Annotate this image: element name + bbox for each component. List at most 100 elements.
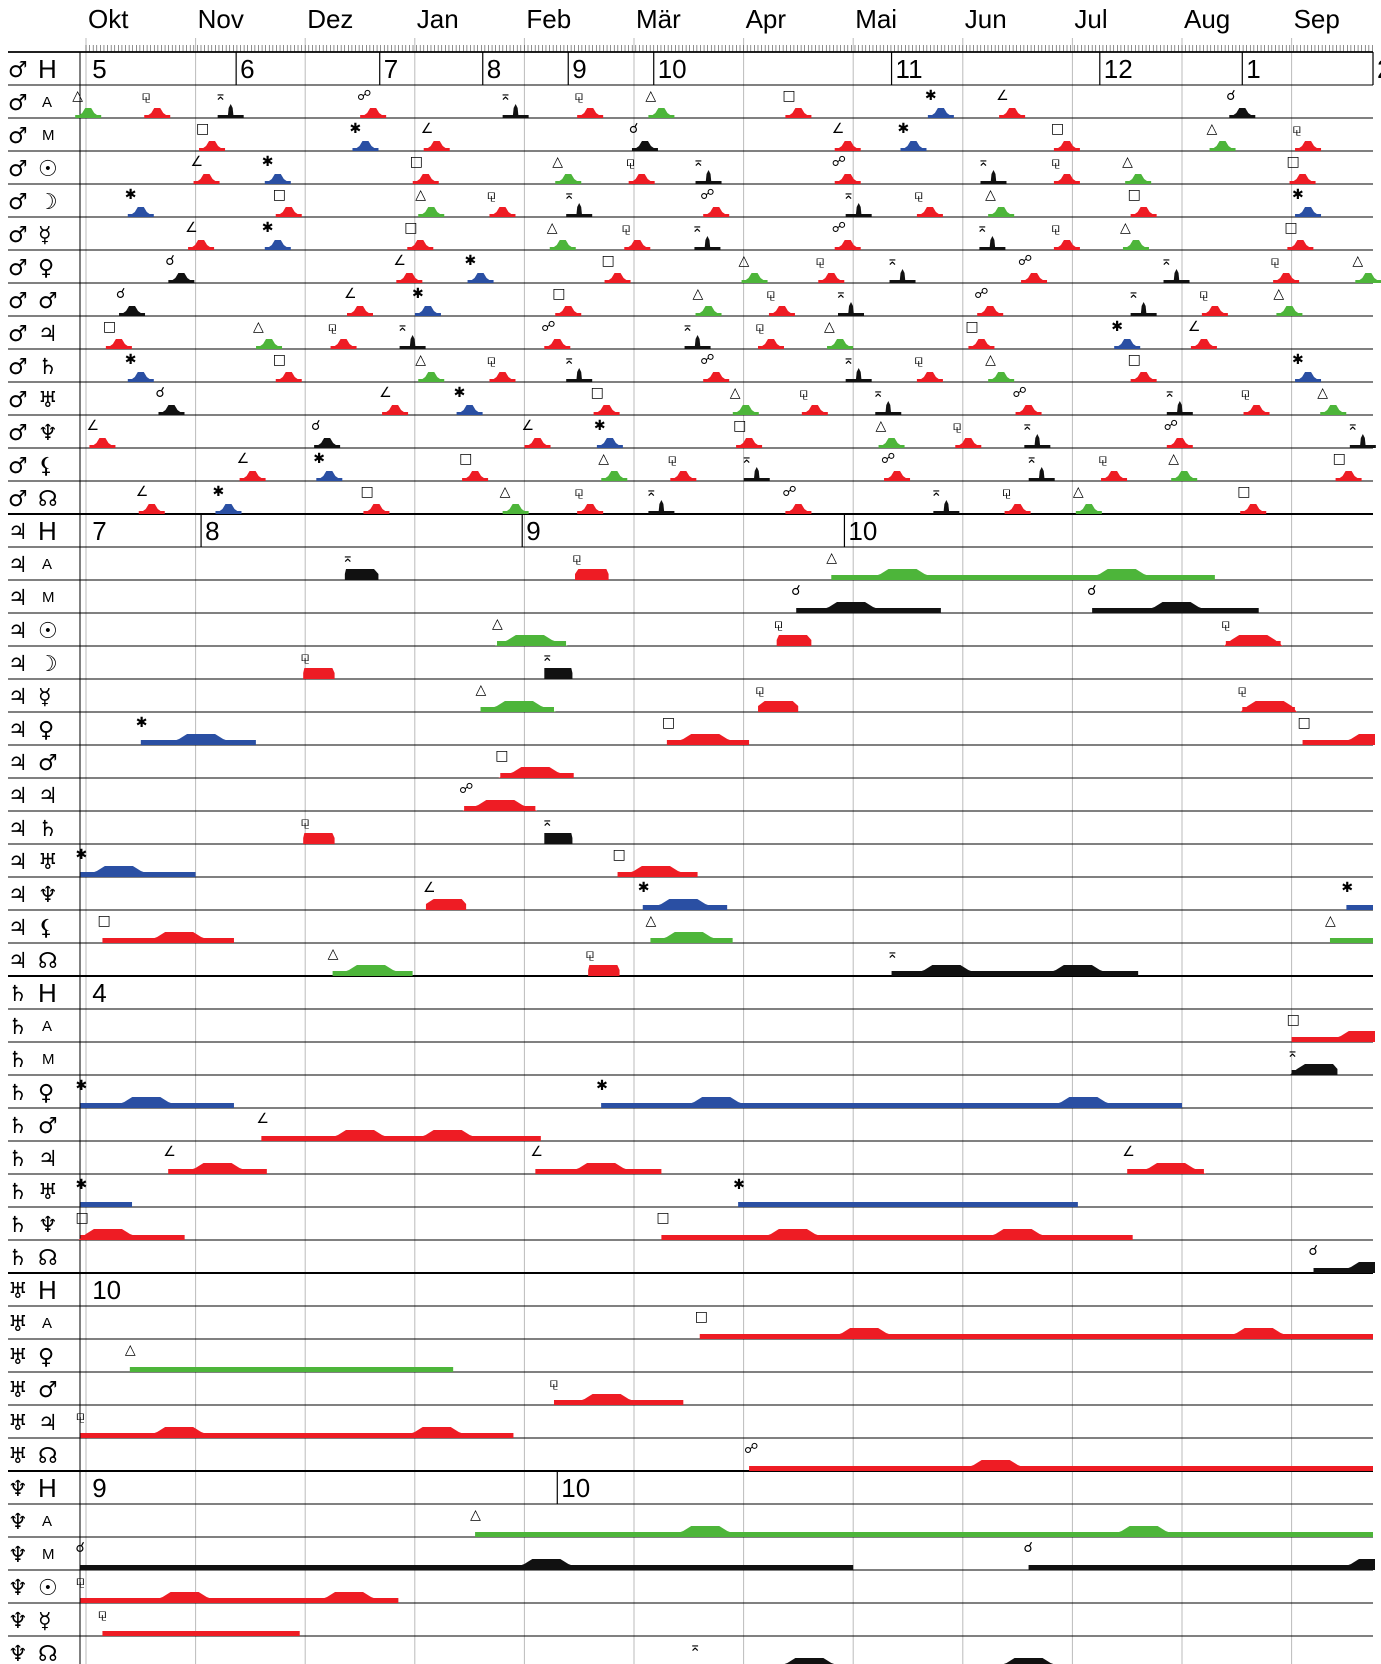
transit-bar: [838, 313, 865, 316]
transit-bar: [648, 511, 675, 514]
transit-peak: [322, 1130, 398, 1141]
transit-bar: [695, 181, 722, 184]
transit-bar: [502, 115, 529, 118]
aspect-symbol: ⚼: [328, 319, 338, 335]
row-planet-symbol: ♃: [8, 850, 28, 875]
aspect-symbol: ✱: [125, 352, 137, 368]
aspect-symbol: ☍: [832, 220, 846, 236]
transit-peak: [80, 866, 157, 877]
aspect-symbol: ☌: [165, 253, 174, 269]
row-planet-symbol: ♅: [8, 1444, 28, 1469]
aspect-symbol: ☌: [116, 286, 125, 302]
aspect-symbol: □: [591, 385, 604, 401]
transit-bar: [1125, 181, 1152, 184]
transit-peak: [163, 734, 240, 745]
transit-bar: [1021, 280, 1048, 283]
month-label: Dez: [307, 4, 353, 34]
transit-bar: [239, 478, 266, 481]
transit-peak: [1045, 1097, 1122, 1108]
transit-peak: [227, 104, 234, 118]
transit-bar: [188, 247, 215, 250]
aspect-symbol: ⚼: [621, 220, 631, 236]
transit-peak: [864, 569, 941, 580]
transit-bar: [1163, 280, 1190, 283]
aspect-symbol: ∠: [1122, 1144, 1135, 1160]
row-planet-symbol: ♃: [8, 685, 28, 710]
transit-peak: [1240, 701, 1297, 712]
transit-bar: [732, 412, 759, 415]
aspect-symbol: ⚼: [574, 484, 584, 500]
row-planet-symbol: ♄: [8, 1246, 28, 1271]
row-target-symbol: ♀: [38, 1081, 54, 1106]
transit-bar: [1130, 313, 1157, 316]
transit-bar: [703, 379, 730, 382]
house-row-label: H: [38, 516, 57, 546]
transit-bar: [1166, 412, 1193, 415]
transit-peak: [576, 368, 583, 382]
transit-bar: [467, 280, 494, 283]
row-planet-symbol: ♆: [8, 1576, 28, 1601]
transit-bar: [1053, 247, 1080, 250]
row-target-symbol: ♅: [38, 1180, 58, 1205]
row-planet-symbol: ♂: [8, 91, 28, 116]
house-number: 5: [92, 54, 106, 84]
transit-bar: [1229, 115, 1256, 118]
aspect-symbol: ⌅: [563, 187, 575, 203]
aspect-symbol: △: [1073, 484, 1084, 500]
aspect-symbol: ✱: [412, 286, 424, 302]
transit-peak: [179, 1163, 256, 1174]
transit-bar: [102, 1631, 300, 1636]
transit-bar: [758, 346, 784, 349]
aspect-symbol: ∠: [136, 484, 149, 500]
house-number: 2: [1377, 54, 1381, 84]
transit-peak: [1140, 302, 1147, 316]
aspect-symbol: ☌: [311, 418, 320, 434]
aspect-symbol: ⚼: [572, 550, 582, 566]
row-target-symbol: A: [42, 94, 52, 111]
transit-peak: [705, 170, 712, 184]
transit-bar: [891, 971, 1139, 976]
transit-peak: [678, 1097, 755, 1108]
aspect-symbol: ⌅: [976, 220, 988, 236]
transit-peak: [1173, 269, 1180, 283]
transit-bar: [878, 445, 905, 448]
transit-bar: [577, 511, 604, 514]
transit-bar: [875, 412, 902, 415]
row-planet-symbol: ♂: [8, 190, 28, 215]
aspect-symbol: □: [97, 913, 110, 929]
row-target-symbol: A: [42, 556, 52, 573]
transit-peak: [694, 335, 701, 349]
transit-bar: [1273, 280, 1300, 283]
transit-bar: [399, 346, 426, 349]
aspect-symbol: ⚼: [952, 418, 962, 434]
aspect-symbol: ⚼: [1221, 616, 1231, 632]
house-number: 12: [1104, 54, 1133, 84]
aspect-symbol: □: [1128, 352, 1141, 368]
transit-bar: [524, 445, 551, 448]
aspect-symbol: ✱: [733, 1177, 745, 1193]
aspect-symbol: ∠: [379, 385, 392, 401]
aspect-symbol: □: [273, 352, 286, 368]
transit-peak: [1359, 434, 1366, 448]
transit-bar: [749, 1466, 1373, 1471]
aspect-symbol: ⌅: [872, 385, 884, 401]
aspect-symbol: ✱: [76, 1177, 88, 1193]
aspect-symbol: △: [547, 220, 558, 236]
transit-peak: [704, 236, 711, 250]
row-target-symbol: M: [42, 1051, 55, 1068]
transit-peak: [480, 701, 556, 712]
aspect-symbol: ⚼: [1237, 682, 1247, 698]
transit-bar: [1355, 280, 1381, 283]
row-planet-symbol: ♃: [8, 817, 28, 842]
aspect-symbol: ✱: [1292, 187, 1304, 203]
aspect-symbol: ⚼: [76, 1573, 86, 1589]
transit-bar: [566, 379, 593, 382]
month-label: Aug: [1184, 4, 1230, 34]
aspect-symbol: ☍: [974, 286, 988, 302]
house-number: 8: [205, 516, 219, 546]
aspect-symbol: ⚼: [1241, 385, 1251, 401]
row-planet-symbol: ♂: [8, 487, 28, 512]
aspect-symbol: ☌: [76, 1540, 85, 1556]
transit-bar: [1295, 148, 1322, 151]
transit-bar: [1295, 379, 1322, 382]
